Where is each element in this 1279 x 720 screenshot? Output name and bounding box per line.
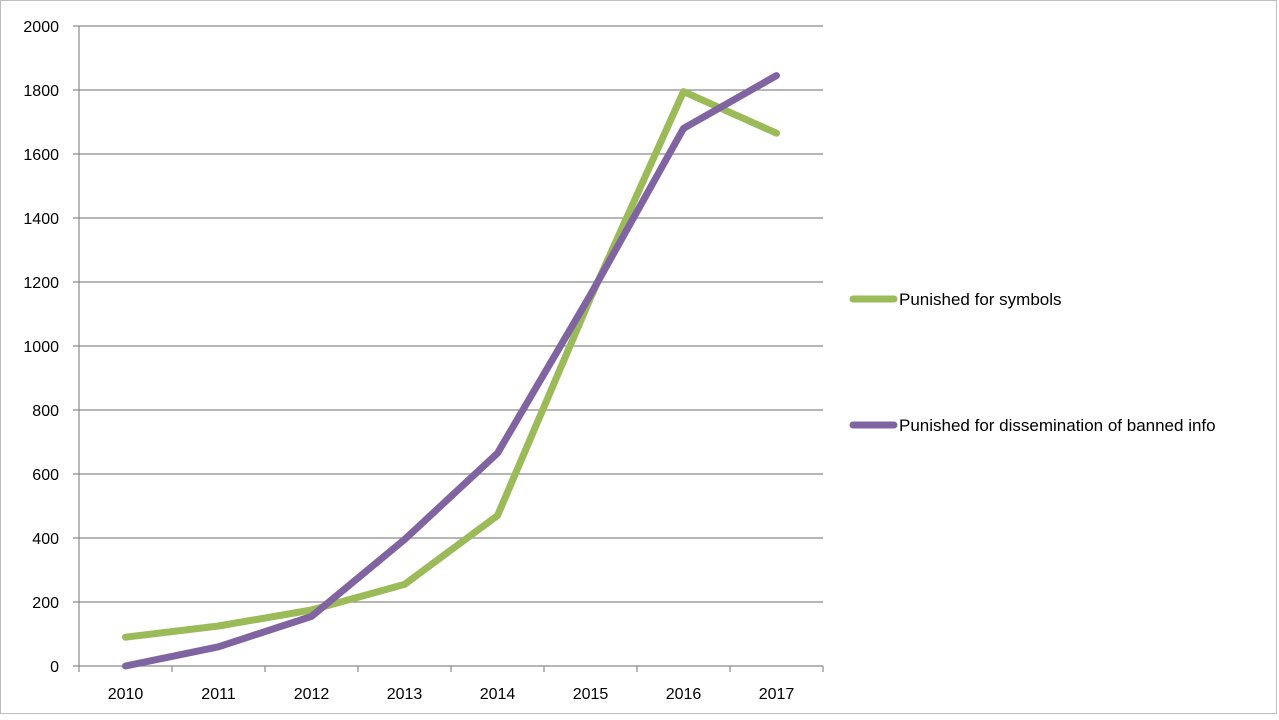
x-tick-labels: 2010 2011 2012 2013 2014 2015 2016 2017	[78, 666, 824, 703]
y-tick-label: 2000	[23, 19, 59, 36]
legend-label: Punished for dissemination of banned inf…	[899, 416, 1216, 435]
y-tick-label: 200	[32, 595, 59, 612]
x-tick-label: 2010	[108, 686, 144, 703]
y-tick-label: 800	[32, 403, 59, 420]
y-tick-label: 1400	[23, 211, 59, 228]
x-tick-label: 2012	[294, 686, 330, 703]
legend-label: Punished for symbols	[899, 290, 1062, 309]
axes	[73, 26, 823, 667]
x-tick-label: 2014	[480, 686, 516, 703]
series-line-banned-info	[122, 72, 780, 670]
legend-item-symbols: Punished for symbols	[849, 290, 1062, 309]
y-tick-label: 1800	[23, 83, 59, 100]
legend: Punished for symbols Punished for dissemi…	[849, 290, 1216, 435]
y-tick-label: 600	[32, 467, 59, 484]
series-line-symbols	[122, 88, 780, 641]
y-tick-label: 1000	[23, 339, 59, 356]
grid-lines	[73, 25, 823, 603]
x-tick-label: 2017	[759, 686, 795, 703]
x-tick-label: 2011	[201, 686, 236, 703]
y-tick-label: 400	[32, 531, 59, 548]
x-tick-label: 2015	[573, 686, 609, 703]
y-tick-label: 0	[50, 659, 59, 676]
x-tick-label: 2016	[666, 686, 702, 703]
y-tick-label: 1200	[23, 275, 59, 292]
legend-item-banned-info: Punished for dissemination of banned inf…	[849, 416, 1216, 435]
y-tick-labels: 0 200 400 600 800 1000 1200 1400 1600 1800 2000	[23, 19, 59, 676]
x-tick-label: 2013	[387, 686, 423, 703]
series-lines	[122, 72, 780, 670]
y-tick-label: 1600	[23, 147, 59, 164]
